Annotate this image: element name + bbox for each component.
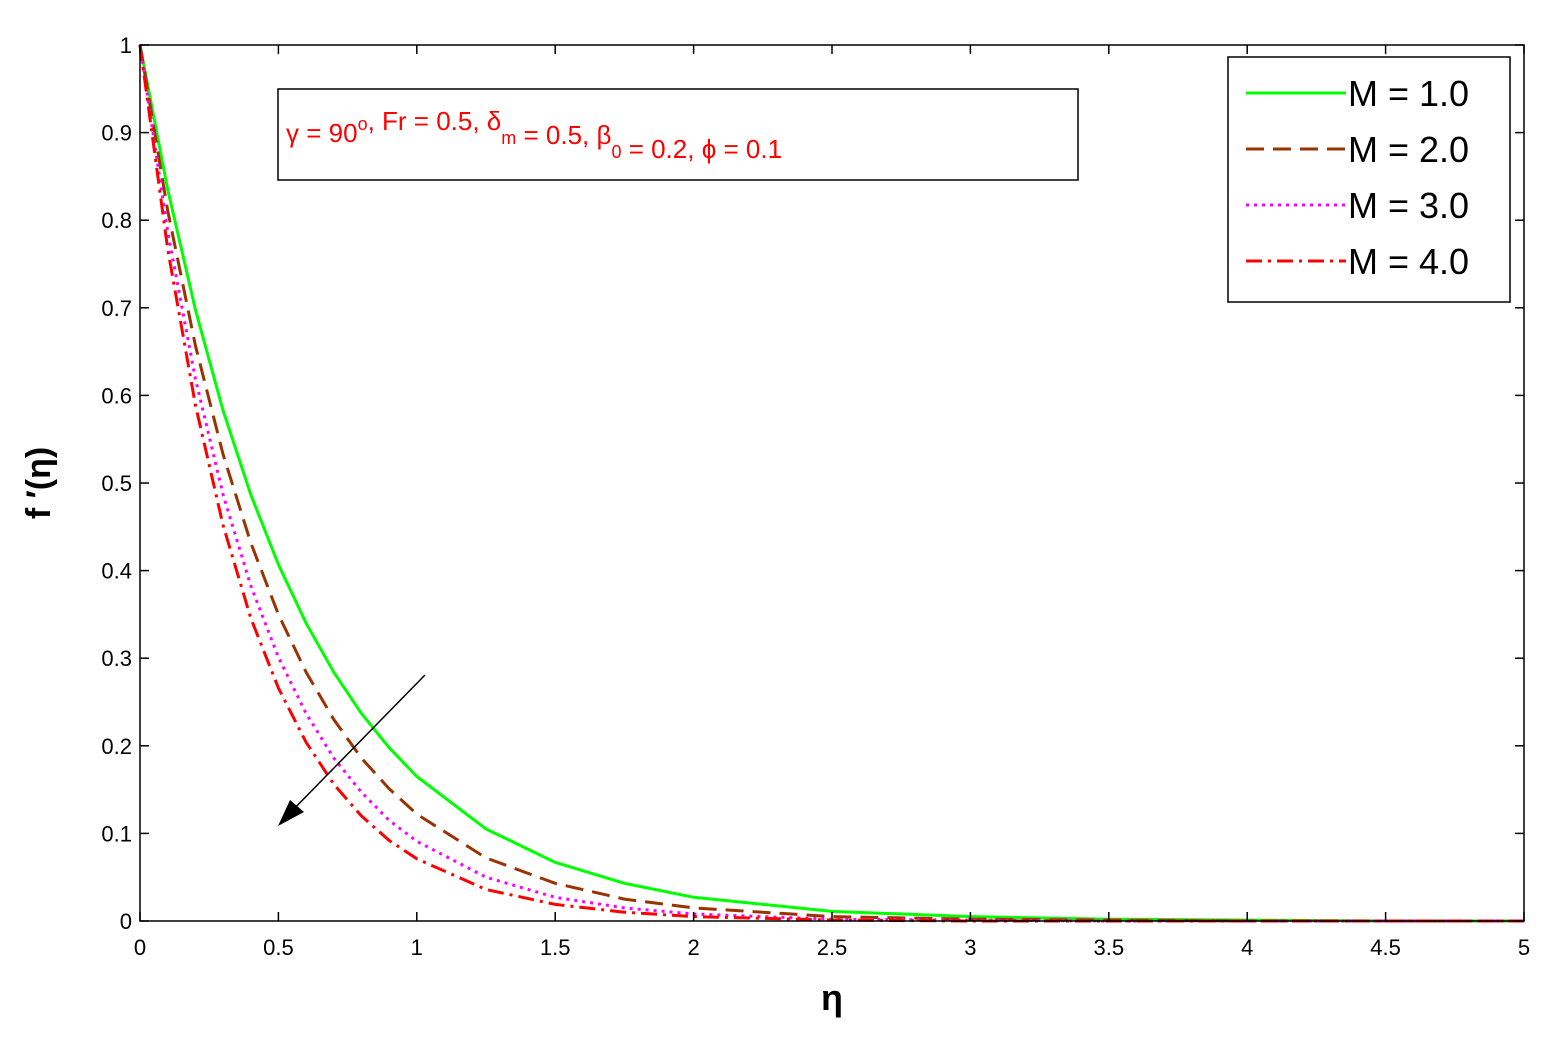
- x-tick-label: 5: [1518, 935, 1530, 960]
- x-tick-label: 3: [964, 935, 976, 960]
- annotation-part: γ = 90: [286, 118, 358, 148]
- legend-label: M = 1.0: [1348, 73, 1469, 114]
- y-tick-label: 0.4: [101, 559, 132, 584]
- y-tick-label: 0.1: [101, 821, 132, 846]
- annotation-part: o: [358, 114, 368, 134]
- annotation-part: m: [501, 128, 516, 148]
- annotation-part: , Fr = 0.5, δ: [368, 106, 502, 136]
- y-tick-label: 0: [120, 909, 132, 934]
- x-tick-label: 0.5: [263, 935, 294, 960]
- x-tick-label: 4: [1241, 935, 1253, 960]
- y-tick-label: 0.7: [101, 296, 132, 321]
- legend: M = 1.0 M = 2.0 M = 3.0 M = 4.0: [1227, 56, 1511, 303]
- annotation-part: = 0.5, β: [516, 120, 611, 150]
- x-tick-label: 3.5: [1094, 935, 1125, 960]
- x-tick-label: 1.5: [540, 935, 571, 960]
- arrow-head: [278, 800, 304, 826]
- y-axis-label: f ′(η): [20, 447, 58, 519]
- legend-label: M = 2.0: [1348, 129, 1469, 170]
- x-tick-label: 1: [411, 935, 423, 960]
- y-tick-label: 1: [120, 33, 132, 58]
- x-tick-label: 0: [134, 935, 146, 960]
- y-tick-label: 0.2: [101, 734, 132, 759]
- y-tick-label: 0.6: [101, 383, 132, 408]
- x-tick-label: 4.5: [1370, 935, 1401, 960]
- arrow: [284, 674, 426, 819]
- annotation-part: = 0.2, ϕ = 0.1: [621, 134, 782, 164]
- x-axis-label: η: [821, 977, 843, 1018]
- legend-label: M = 4.0: [1348, 241, 1469, 282]
- legend-label: M = 3.0: [1348, 185, 1469, 226]
- y-tick-label: 0.9: [101, 121, 132, 146]
- series-line: [138, 44, 1524, 923]
- x-tick-label: 2.5: [817, 935, 848, 960]
- annotation: γ = 90o, Fr = 0.5, δm = 0.5, β0 = 0.2, ϕ…: [286, 106, 782, 164]
- annotation-box: [277, 88, 1079, 181]
- legend-box: [1227, 56, 1511, 303]
- y-tick-label: 0.5: [101, 471, 132, 496]
- y-tick-label: 0.8: [101, 208, 132, 233]
- annotation-part: 0: [611, 142, 621, 162]
- x-tick-label: 2: [687, 935, 699, 960]
- y-tick-label: 0.3: [101, 646, 132, 671]
